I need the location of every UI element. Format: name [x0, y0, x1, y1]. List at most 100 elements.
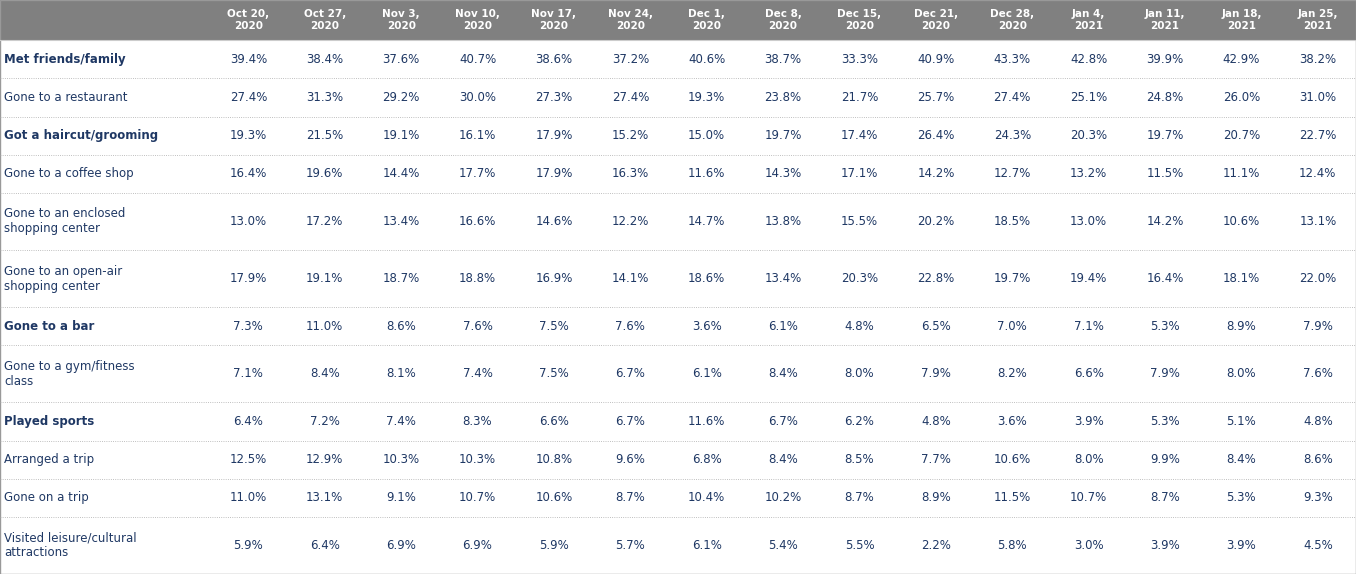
Text: 19.3%: 19.3%: [229, 129, 267, 142]
Text: 19.4%: 19.4%: [1070, 272, 1108, 285]
Text: Gone to a restaurant: Gone to a restaurant: [4, 91, 127, 104]
Text: 19.3%: 19.3%: [687, 91, 725, 104]
Text: 3.6%: 3.6%: [998, 415, 1026, 428]
Text: 24.8%: 24.8%: [1146, 91, 1184, 104]
Text: 31.0%: 31.0%: [1299, 91, 1337, 104]
Text: 9.6%: 9.6%: [616, 453, 645, 466]
Text: 33.3%: 33.3%: [841, 53, 877, 66]
Text: 8.0%: 8.0%: [1074, 453, 1104, 466]
Text: 10.6%: 10.6%: [536, 491, 572, 505]
Text: 5.3%: 5.3%: [1227, 491, 1256, 505]
Bar: [0, 402, 1356, 441]
Text: 7.0%: 7.0%: [998, 320, 1026, 333]
Text: 10.6%: 10.6%: [994, 453, 1031, 466]
Text: 14.1%: 14.1%: [612, 272, 650, 285]
Text: Gone to an enclosed
shopping center: Gone to an enclosed shopping center: [4, 207, 126, 235]
Text: 14.6%: 14.6%: [536, 215, 572, 228]
Text: 7.2%: 7.2%: [309, 415, 340, 428]
Text: 26.4%: 26.4%: [917, 129, 955, 142]
Text: 7.9%: 7.9%: [1303, 320, 1333, 333]
Text: 17.9%: 17.9%: [536, 167, 572, 180]
Text: 6.4%: 6.4%: [233, 415, 263, 428]
Text: 11.6%: 11.6%: [687, 415, 725, 428]
Text: 3.9%: 3.9%: [1227, 539, 1256, 552]
Bar: [0, 40, 1356, 79]
Text: 11.0%: 11.0%: [306, 320, 343, 333]
Text: 5.9%: 5.9%: [540, 539, 568, 552]
Text: Gone on a trip: Gone on a trip: [4, 491, 89, 505]
Text: 20.3%: 20.3%: [1070, 129, 1108, 142]
Text: 8.3%: 8.3%: [462, 415, 492, 428]
Text: 19.1%: 19.1%: [382, 129, 420, 142]
Text: 8.6%: 8.6%: [1303, 453, 1333, 466]
Text: 8.4%: 8.4%: [769, 453, 797, 466]
Text: 24.3%: 24.3%: [994, 129, 1031, 142]
Text: 5.5%: 5.5%: [845, 539, 875, 552]
Text: 7.4%: 7.4%: [462, 367, 492, 381]
Text: 23.8%: 23.8%: [765, 91, 801, 104]
Text: 18.6%: 18.6%: [687, 272, 725, 285]
Text: 9.1%: 9.1%: [386, 491, 416, 505]
Text: 6.6%: 6.6%: [538, 415, 570, 428]
Text: 8.7%: 8.7%: [616, 491, 645, 505]
Text: 10.8%: 10.8%: [536, 453, 572, 466]
Text: Jan 18,
2021: Jan 18, 2021: [1222, 9, 1261, 31]
Text: 10.6%: 10.6%: [1223, 215, 1260, 228]
Text: 9.3%: 9.3%: [1303, 491, 1333, 505]
Text: Nov 17,
2020: Nov 17, 2020: [532, 9, 576, 31]
Text: 29.2%: 29.2%: [382, 91, 420, 104]
Text: 6.9%: 6.9%: [462, 539, 492, 552]
Text: 18.8%: 18.8%: [458, 272, 496, 285]
Text: Nov 24,
2020: Nov 24, 2020: [607, 9, 652, 31]
Text: 3.9%: 3.9%: [1150, 539, 1180, 552]
Text: 7.7%: 7.7%: [921, 453, 951, 466]
Text: 13.8%: 13.8%: [765, 215, 801, 228]
Text: 25.1%: 25.1%: [1070, 91, 1108, 104]
Text: Dec 21,
2020: Dec 21, 2020: [914, 9, 957, 31]
Text: 8.9%: 8.9%: [921, 491, 951, 505]
Text: 16.1%: 16.1%: [458, 129, 496, 142]
Text: Nov 10,
2020: Nov 10, 2020: [456, 9, 500, 31]
Text: Jan 25,
2021: Jan 25, 2021: [1298, 9, 1338, 31]
Text: 17.9%: 17.9%: [536, 129, 572, 142]
Text: 18.7%: 18.7%: [382, 272, 420, 285]
Bar: [0, 307, 1356, 346]
Text: 15.5%: 15.5%: [841, 215, 879, 228]
Text: 37.6%: 37.6%: [382, 53, 420, 66]
Text: 5.4%: 5.4%: [769, 539, 797, 552]
Text: 13.0%: 13.0%: [229, 215, 267, 228]
Text: Jan 11,
2021: Jan 11, 2021: [1144, 9, 1185, 31]
Text: 17.9%: 17.9%: [229, 272, 267, 285]
Text: 10.3%: 10.3%: [382, 453, 420, 466]
Text: 10.7%: 10.7%: [1070, 491, 1108, 505]
Text: 12.7%: 12.7%: [994, 167, 1031, 180]
Text: 40.7%: 40.7%: [458, 53, 496, 66]
Bar: [0, 155, 1356, 193]
Text: 6.5%: 6.5%: [921, 320, 951, 333]
Text: 26.0%: 26.0%: [1223, 91, 1260, 104]
Text: 39.4%: 39.4%: [229, 53, 267, 66]
Text: 7.5%: 7.5%: [540, 320, 568, 333]
Bar: [0, 79, 1356, 117]
Text: 6.1%: 6.1%: [692, 367, 721, 381]
Text: 14.3%: 14.3%: [765, 167, 801, 180]
Bar: [0, 517, 1356, 574]
Text: 27.4%: 27.4%: [229, 91, 267, 104]
Text: 8.2%: 8.2%: [998, 367, 1026, 381]
Text: 17.7%: 17.7%: [458, 167, 496, 180]
Bar: [0, 193, 1356, 250]
Text: 15.2%: 15.2%: [612, 129, 650, 142]
Text: 11.1%: 11.1%: [1223, 167, 1260, 180]
Text: 11.5%: 11.5%: [994, 491, 1031, 505]
Text: Arranged a trip: Arranged a trip: [4, 453, 94, 466]
Text: 6.9%: 6.9%: [386, 539, 416, 552]
Text: 11.6%: 11.6%: [687, 167, 725, 180]
Text: 40.6%: 40.6%: [687, 53, 725, 66]
Text: 37.2%: 37.2%: [612, 53, 650, 66]
Text: Dec 28,
2020: Dec 28, 2020: [990, 9, 1035, 31]
Text: 20.7%: 20.7%: [1223, 129, 1260, 142]
Text: 18.5%: 18.5%: [994, 215, 1031, 228]
Text: Dec 8,
2020: Dec 8, 2020: [765, 9, 801, 31]
Text: 13.1%: 13.1%: [1299, 215, 1337, 228]
Text: 19.7%: 19.7%: [765, 129, 801, 142]
